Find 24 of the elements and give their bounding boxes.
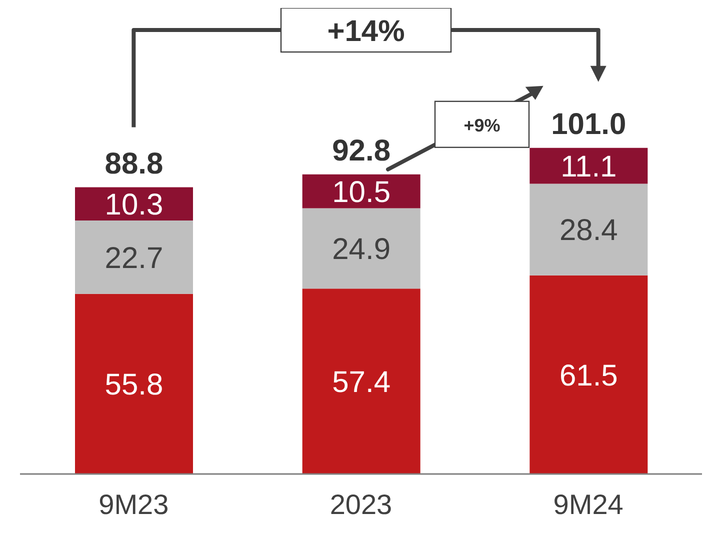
data-label: 11.1	[560, 150, 617, 184]
total-label: 88.8	[104, 147, 164, 180]
data-label: 55.8	[104, 368, 164, 402]
data-label: 24.9	[332, 233, 391, 266]
bar	[302, 288, 420, 474]
data-label: 61.5	[559, 359, 618, 392]
bar	[530, 184, 648, 276]
bar	[302, 208, 420, 289]
data-label: 57.4	[332, 366, 391, 399]
total-label: 92.8	[332, 134, 391, 168]
data-label: 28.4	[559, 214, 618, 248]
bar	[75, 220, 193, 294]
x-tick-label: 9M24	[553, 488, 624, 520]
bar	[302, 174, 420, 208]
x-tick-label: 2023	[330, 488, 392, 520]
text: +9%	[464, 115, 500, 136]
data-label: 10.5	[332, 176, 391, 209]
total-label: 101.0	[551, 108, 626, 141]
data-label: 22.7	[104, 242, 164, 275]
text: +14%	[327, 15, 405, 48]
data-label: 10.3	[104, 188, 164, 222]
x-tick-label: 9M23	[98, 488, 169, 520]
bar	[75, 294, 193, 474]
bar	[530, 275, 648, 474]
